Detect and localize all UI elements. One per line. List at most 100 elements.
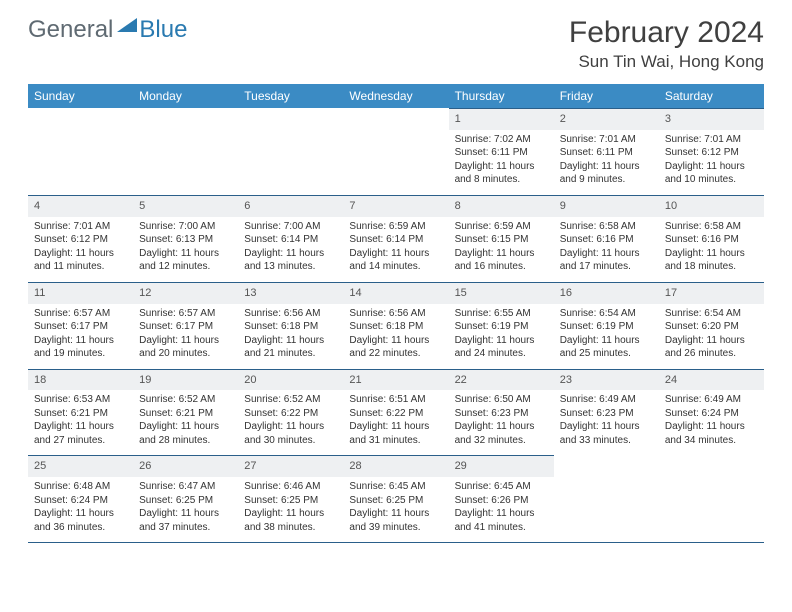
daylight-text: Daylight: 11 hours and 9 minutes.: [560, 160, 653, 187]
day-header: Sunday: [28, 84, 133, 108]
day-content: Sunrise: 6:55 AMSunset: 6:19 PMDaylight:…: [449, 304, 554, 369]
day-content: Sunrise: 6:45 AMSunset: 6:26 PMDaylight:…: [449, 477, 554, 542]
calendar-cell: 6Sunrise: 7:00 AMSunset: 6:14 PMDaylight…: [238, 195, 343, 282]
sunset-text: Sunset: 6:26 PM: [455, 494, 548, 508]
daylight-text: Daylight: 11 hours and 11 minutes.: [34, 247, 127, 274]
calendar-cell: 11Sunrise: 6:57 AMSunset: 6:17 PMDayligh…: [28, 282, 133, 369]
day-content: Sunrise: 6:47 AMSunset: 6:25 PMDaylight:…: [133, 477, 238, 542]
day-content: [343, 130, 448, 192]
daylight-text: Daylight: 11 hours and 20 minutes.: [139, 334, 232, 361]
calendar-cell: 18 Sunrise: 6:53 AMSunset: 6:21 PMDayligh…: [28, 369, 133, 456]
day-number: 28: [343, 455, 448, 477]
calendar-cell: [28, 108, 133, 195]
day-header: Wednesday: [343, 84, 448, 108]
calendar-table: Sunday Monday Tuesday Wednesday Thursday…: [28, 84, 764, 543]
day-content: Sunrise: 6:54 AMSunset: 6:19 PMDaylight:…: [554, 304, 659, 369]
day-number: 6: [238, 195, 343, 217]
sunset-text: Sunset: 6:21 PM: [139, 407, 232, 421]
day-content: Sunrise: 6:59 AMSunset: 6:15 PMDaylight:…: [449, 217, 554, 282]
sunrise-text: Sunrise: 6:59 AM: [455, 220, 548, 234]
day-number: 4: [28, 195, 133, 217]
calendar-row: 11Sunrise: 6:57 AMSunset: 6:17 PMDayligh…: [28, 282, 764, 369]
day-number: 18: [28, 369, 133, 391]
daylight-text: Daylight: 11 hours and 27 minutes.: [34, 420, 127, 447]
day-content: Sunrise: 6:51 AMSunset: 6:22 PMDaylight:…: [343, 390, 448, 455]
calendar-cell: 16Sunrise: 6:54 AMSunset: 6:19 PMDayligh…: [554, 282, 659, 369]
day-number: 26: [133, 455, 238, 477]
triangle-icon: [117, 16, 137, 37]
day-content: Sunrise: 7:00 AMSunset: 6:14 PMDaylight:…: [238, 217, 343, 282]
daylight-text: Daylight: 11 hours and 37 minutes.: [139, 507, 232, 534]
sunset-text: Sunset: 6:21 PM: [34, 407, 127, 421]
day-number: 5: [133, 195, 238, 217]
calendar-cell: 7Sunrise: 6:59 AMSunset: 6:14 PMDaylight…: [343, 195, 448, 282]
calendar-cell: 12Sunrise: 6:57 AMSunset: 6:17 PMDayligh…: [133, 282, 238, 369]
daylight-text: Daylight: 11 hours and 31 minutes.: [349, 420, 442, 447]
sunrise-text: Sunrise: 6:56 AM: [349, 307, 442, 321]
sunset-text: Sunset: 6:24 PM: [34, 494, 127, 508]
day-content: Sunrise: 6:45 AMSunset: 6:25 PMDaylight:…: [343, 477, 448, 542]
day-header: Tuesday: [238, 84, 343, 108]
calendar-cell: [133, 108, 238, 195]
daylight-text: Daylight: 11 hours and 34 minutes.: [665, 420, 758, 447]
calendar-row: 4Sunrise: 7:01 AMSunset: 6:12 PMDaylight…: [28, 195, 764, 282]
day-number: 21: [343, 369, 448, 391]
sunrise-text: Sunrise: 6:58 AM: [560, 220, 653, 234]
sunset-text: Sunset: 6:17 PM: [34, 320, 127, 334]
sunset-text: Sunset: 6:19 PM: [560, 320, 653, 334]
sunset-text: Sunset: 6:12 PM: [665, 146, 758, 160]
sunrise-text: Sunrise: 7:01 AM: [560, 133, 653, 147]
calendar-cell: 29Sunrise: 6:45 AMSunset: 6:26 PMDayligh…: [449, 455, 554, 542]
day-content: Sunrise: 7:01 AMSunset: 6:12 PMDaylight:…: [28, 217, 133, 282]
sunset-text: Sunset: 6:16 PM: [560, 233, 653, 247]
day-number: 19: [133, 369, 238, 391]
day-content: Sunrise: 6:52 AMSunset: 6:21 PMDaylight:…: [133, 390, 238, 455]
sunrise-text: Sunrise: 6:52 AM: [244, 393, 337, 407]
sunset-text: Sunset: 6:16 PM: [665, 233, 758, 247]
day-content: Sunrise: 6:46 AMSunset: 6:25 PMDaylight:…: [238, 477, 343, 542]
day-header: Friday: [554, 84, 659, 108]
calendar-page: General Blue February 2024 Sun Tin Wai, …: [0, 0, 792, 559]
day-number: 7: [343, 195, 448, 217]
day-header-row: Sunday Monday Tuesday Wednesday Thursday…: [28, 84, 764, 108]
calendar-cell: 28Sunrise: 6:45 AMSunset: 6:25 PMDayligh…: [343, 455, 448, 542]
sunrise-text: Sunrise: 6:55 AM: [455, 307, 548, 321]
header: General Blue February 2024 Sun Tin Wai, …: [28, 16, 764, 72]
calendar-cell: 3Sunrise: 7:01 AMSunset: 6:12 PMDaylight…: [659, 108, 764, 195]
daylight-text: Daylight: 11 hours and 28 minutes.: [139, 420, 232, 447]
day-content: Sunrise: 6:52 AMSunset: 6:22 PMDaylight:…: [238, 390, 343, 455]
day-number: 27: [238, 455, 343, 477]
calendar-cell: 21Sunrise: 6:51 AMSunset: 6:22 PMDayligh…: [343, 369, 448, 456]
sunset-text: Sunset: 6:13 PM: [139, 233, 232, 247]
calendar-cell: 17Sunrise: 6:54 AMSunset: 6:20 PMDayligh…: [659, 282, 764, 369]
sunrise-text: Sunrise: 7:00 AM: [244, 220, 337, 234]
sunrise-text: Sunrise: 6:54 AM: [560, 307, 653, 321]
calendar-cell: 23Sunrise: 6:49 AMSunset: 6:23 PMDayligh…: [554, 369, 659, 456]
sunset-text: Sunset: 6:18 PM: [244, 320, 337, 334]
day-number: 16: [554, 282, 659, 304]
sunset-text: Sunset: 6:19 PM: [455, 320, 548, 334]
sunrise-text: Sunrise: 6:53 AM: [34, 393, 127, 407]
sunset-text: Sunset: 6:23 PM: [560, 407, 653, 421]
sunrise-text: Sunrise: 6:57 AM: [34, 307, 127, 321]
sunrise-text: Sunrise: 7:02 AM: [455, 133, 548, 147]
day-content: Sunrise: 6:58 AMSunset: 6:16 PMDaylight:…: [554, 217, 659, 282]
sunset-text: Sunset: 6:15 PM: [455, 233, 548, 247]
sunrise-text: Sunrise: 6:51 AM: [349, 393, 442, 407]
day-content: [238, 130, 343, 192]
sunset-text: Sunset: 6:14 PM: [244, 233, 337, 247]
month-title: February 2024: [569, 16, 764, 50]
day-content: [28, 130, 133, 192]
sunrise-text: Sunrise: 6:45 AM: [455, 480, 548, 494]
day-content: Sunrise: 6:48 AMSunset: 6:24 PMDaylight:…: [28, 477, 133, 542]
calendar-cell: 15Sunrise: 6:55 AMSunset: 6:19 PMDayligh…: [449, 282, 554, 369]
calendar-cell: 27Sunrise: 6:46 AMSunset: 6:25 PMDayligh…: [238, 455, 343, 542]
sunrise-text: Sunrise: 6:47 AM: [139, 480, 232, 494]
day-number: 20: [238, 369, 343, 391]
calendar-cell: 9Sunrise: 6:58 AMSunset: 6:16 PMDaylight…: [554, 195, 659, 282]
day-header: Monday: [133, 84, 238, 108]
calendar-cell: [659, 455, 764, 542]
day-content: [659, 477, 764, 539]
daylight-text: Daylight: 11 hours and 39 minutes.: [349, 507, 442, 534]
calendar-cell: 24Sunrise: 6:49 AMSunset: 6:24 PMDayligh…: [659, 369, 764, 456]
